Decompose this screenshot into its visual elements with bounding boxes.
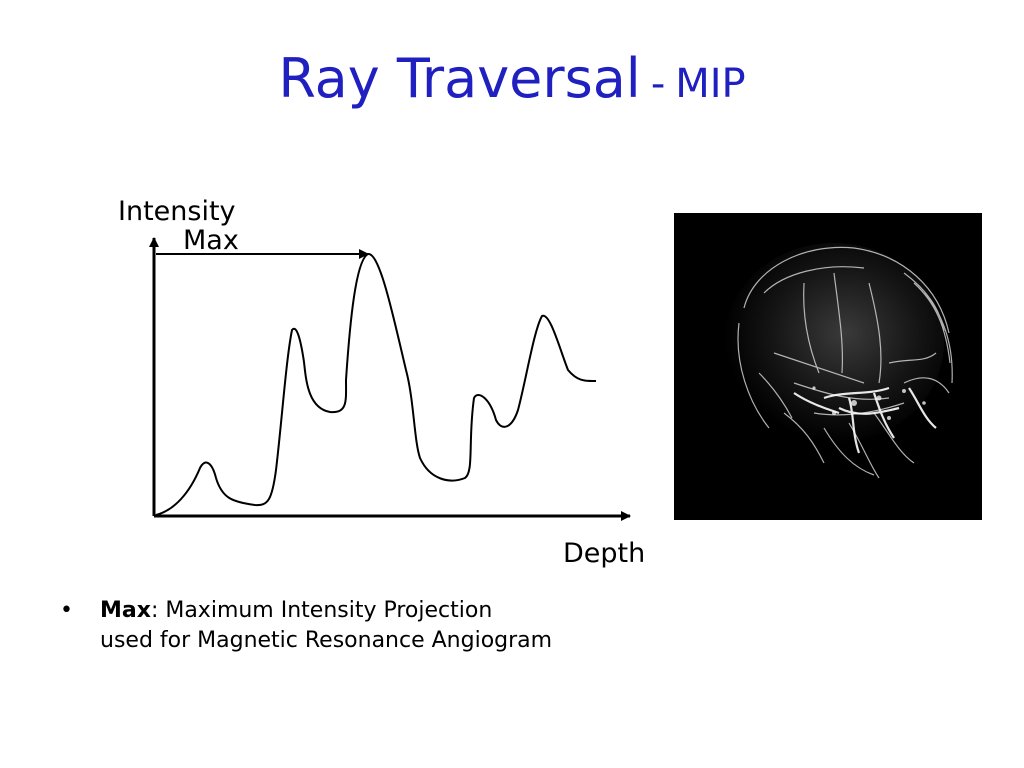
slide-title: Ray Traversal - MIP — [0, 52, 1024, 106]
bullet-text-line2: used for Magnetic Resonance Angiogram — [100, 628, 553, 653]
max-label: Max — [183, 225, 239, 256]
mra-head-scan-image — [674, 213, 982, 520]
intensity-curve — [155, 253, 597, 516]
y-axis-label: Intensity — [118, 196, 236, 227]
bullet-term: Max — [100, 598, 151, 623]
bullet-list: • Max: Maximum Intensity Projection used… — [60, 596, 552, 656]
mra-vessel-rendering — [674, 213, 982, 520]
bullet-text-line1: : Maximum Intensity Projection — [150, 598, 493, 623]
x-axis-label: Depth — [563, 538, 646, 569]
bullet-marker: • — [60, 598, 73, 623]
title-main: Ray Traversal — [278, 47, 641, 110]
title-suffix: MIP — [675, 61, 746, 107]
list-item: • Max: Maximum Intensity Projection used… — [60, 596, 552, 656]
title-separator: - — [650, 61, 666, 107]
